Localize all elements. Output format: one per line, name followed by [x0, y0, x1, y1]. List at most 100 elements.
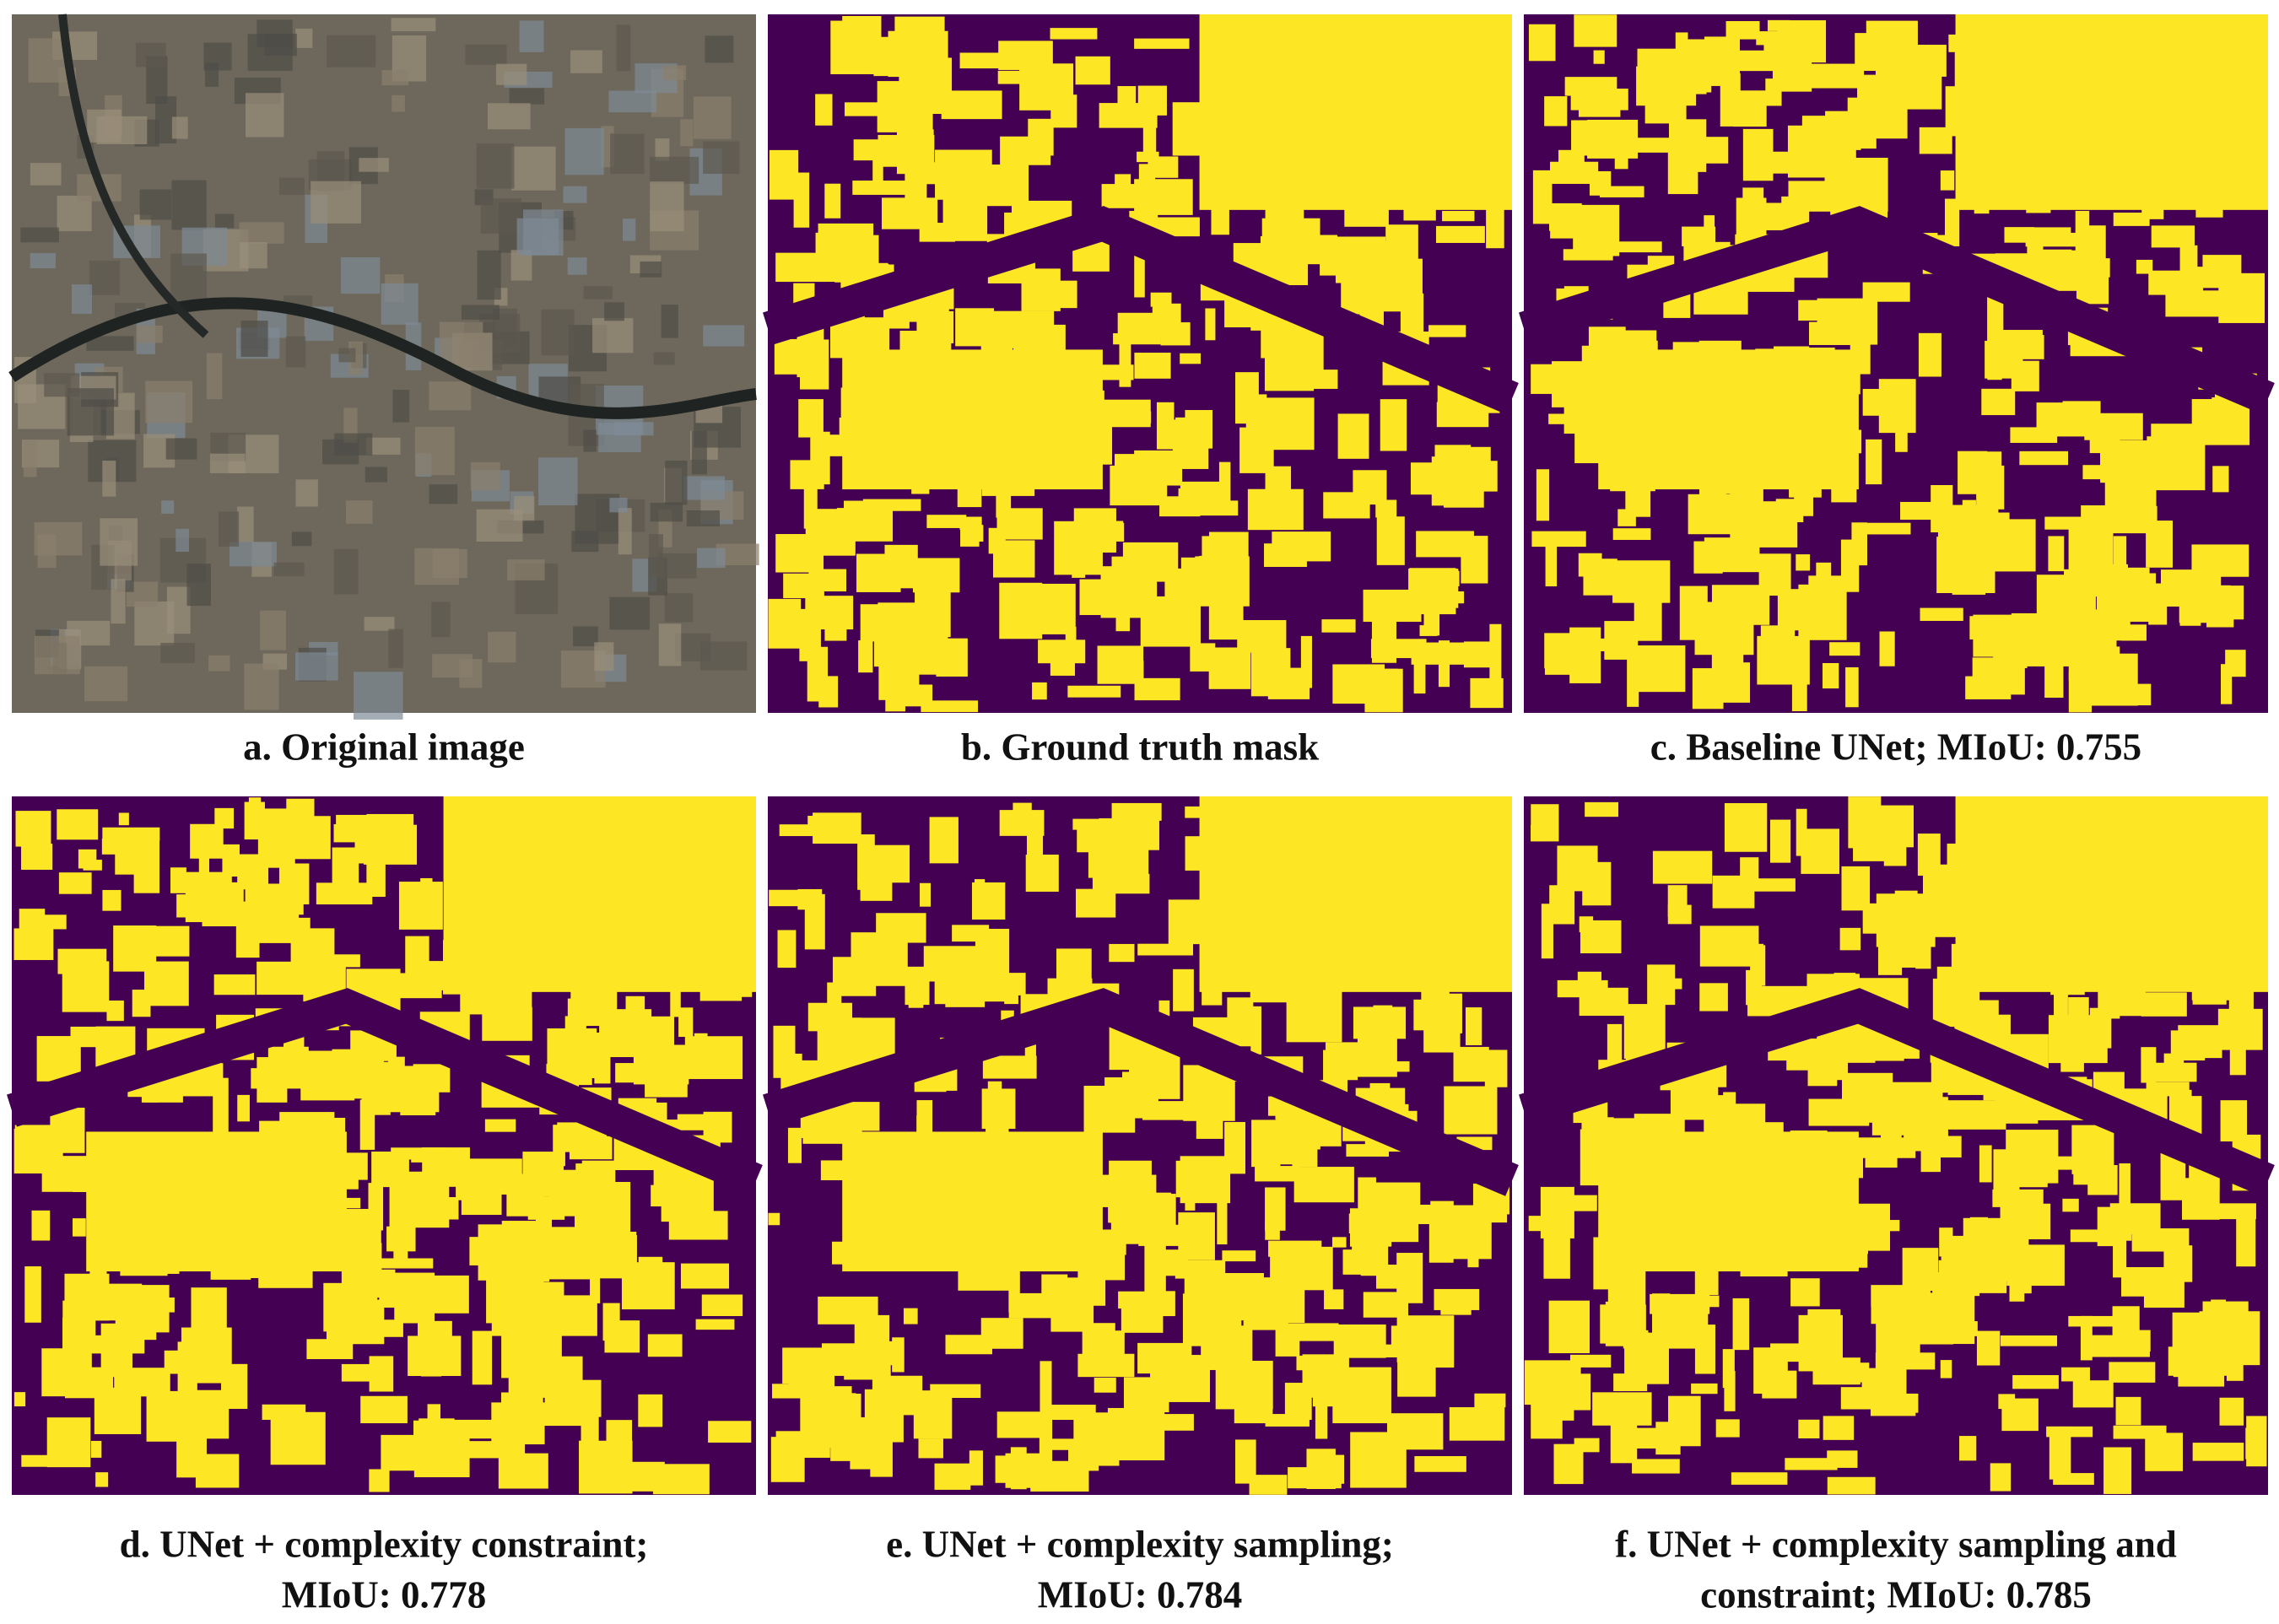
mask-region [2170, 1030, 2206, 1061]
mask-region [1205, 308, 1216, 341]
mask-region [920, 882, 932, 907]
mask-region [408, 1335, 462, 1377]
mask-region [413, 1064, 451, 1093]
mask-region [1416, 569, 1433, 580]
image-patch [662, 65, 687, 81]
mask-region [1428, 1210, 1454, 1263]
mask-region [862, 499, 921, 511]
urban-core [1598, 349, 1859, 490]
mask-region [1704, 611, 1740, 640]
image-patch [354, 672, 403, 720]
mask-region [1536, 469, 1550, 521]
mask-region [933, 561, 948, 602]
mask-region [827, 982, 842, 1029]
image-patch [432, 549, 467, 579]
mask-region [1933, 1136, 1962, 1158]
mask-region [1190, 643, 1216, 672]
mask-region [775, 534, 824, 573]
mask-region [1072, 566, 1086, 578]
mask-region [680, 1263, 730, 1289]
mask-region [1050, 94, 1077, 128]
mask-region [2053, 1473, 2094, 1485]
mask-region [1333, 1454, 1345, 1484]
mask-region [645, 1055, 688, 1098]
mask-region [21, 844, 53, 870]
mask-region [638, 1256, 663, 1287]
mask-region [467, 1158, 522, 1195]
image-patch [391, 18, 436, 32]
mask-region [1532, 170, 1553, 224]
image-patch [697, 548, 726, 569]
mask-region [502, 990, 525, 1020]
mask-region [845, 102, 880, 116]
image-patch [166, 586, 191, 634]
mask-region [1115, 174, 1131, 187]
mask-region [569, 1136, 613, 1160]
mask-region [1959, 1436, 1977, 1461]
mask-region [1675, 32, 1688, 86]
mask-region [50, 1108, 85, 1153]
mask-region [452, 1419, 505, 1439]
image-patch [338, 348, 356, 363]
mask-region [878, 134, 935, 167]
image-patch [176, 528, 190, 553]
mask-region [1531, 804, 1559, 842]
mask-region [783, 573, 824, 599]
mask-region [1796, 808, 1807, 856]
mask-region [325, 1060, 380, 1096]
mask-region [2012, 1374, 2059, 1389]
mask-region [2116, 683, 2152, 706]
mask-region [2151, 225, 2195, 248]
mask-region [798, 399, 824, 438]
mask-region [1201, 1325, 1253, 1370]
mask-region [2068, 1315, 2118, 1327]
urban-core [86, 1131, 347, 1272]
mask-region [144, 961, 189, 1006]
mask-region [997, 70, 1028, 84]
image-patch [470, 461, 500, 491]
mask-region [360, 1395, 408, 1424]
image-patch [208, 655, 230, 672]
mask-region [1416, 531, 1474, 558]
mask-region [1075, 56, 1110, 85]
image-patch [665, 460, 688, 505]
mask-region [1777, 20, 1827, 63]
mask-region [58, 872, 92, 894]
image-patch [340, 256, 381, 294]
image-patch [693, 96, 732, 139]
mask-region [1661, 864, 1704, 879]
mask-region [359, 1099, 375, 1150]
mask-region [1264, 543, 1307, 567]
image-patch [111, 579, 126, 624]
mask-region [857, 844, 910, 883]
mask-region [213, 974, 256, 995]
mask-region [1733, 90, 1767, 127]
mask-region [678, 1007, 694, 1038]
image-patch [214, 213, 235, 229]
image-patch [477, 250, 501, 300]
mask-region [980, 1318, 1023, 1349]
image-patch [616, 24, 631, 72]
mask-region [1474, 1393, 1506, 1408]
mask-region [790, 460, 824, 489]
mask-region [1484, 1049, 1508, 1087]
mask-region [856, 553, 901, 592]
mask-region [888, 30, 948, 78]
mask-region [1350, 1432, 1407, 1488]
panel-caption: constraint; MIoU: 0.785 [1700, 1573, 2092, 1616]
image-patch [650, 181, 684, 232]
mask-region [2072, 1380, 2114, 1408]
image-patch [273, 562, 305, 576]
panel [763, 796, 1519, 1495]
mask-region [1249, 1475, 1288, 1495]
mask-region [1440, 1299, 1472, 1315]
mask-region [2179, 610, 2201, 626]
mask-region [1935, 1272, 1955, 1293]
mask-region [1737, 211, 1750, 237]
mask-region [1101, 661, 1144, 680]
image-patch [658, 553, 697, 579]
mask-region [498, 1453, 548, 1489]
mask-region [2068, 671, 2093, 713]
panel-caption: e. UNet + complexity sampling; [886, 1523, 1394, 1565]
mask-region [2211, 1203, 2256, 1220]
